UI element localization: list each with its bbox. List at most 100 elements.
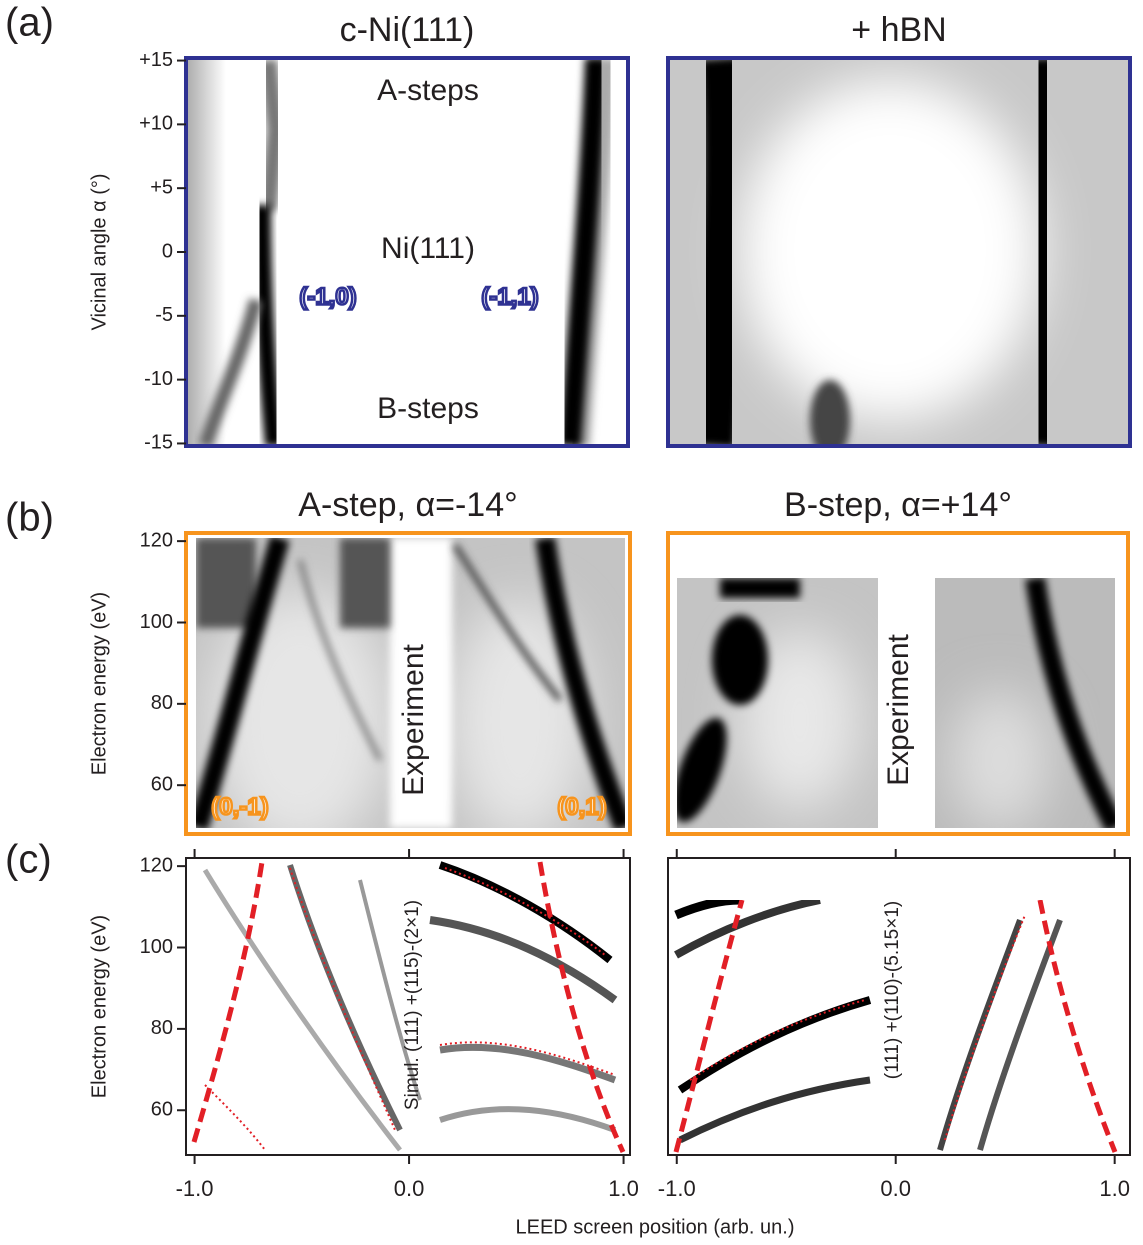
panel-title: A-step, α=-14° xyxy=(298,486,517,524)
annotation: A-steps xyxy=(377,74,479,107)
x-tick-label: -1.0 xyxy=(658,1176,696,1201)
annotation: Simul. (111) +(115)-(2×1) xyxy=(402,900,423,1110)
leed-map xyxy=(677,578,1115,828)
simulation-map-part xyxy=(677,996,872,1094)
y-axis-label: Vicinal angle α (°) xyxy=(88,173,110,330)
simulation-map-part xyxy=(439,1041,616,1076)
y-tick-label: 80 xyxy=(151,692,173,714)
simulation-map-part xyxy=(191,861,265,1143)
x-tick-label: -1.0 xyxy=(176,1176,214,1201)
panel-frame xyxy=(184,531,632,836)
leed-map-part xyxy=(340,538,390,628)
y-tick-label: -15 xyxy=(144,432,173,454)
annotation: (111) +(110)-(5.15×1) xyxy=(882,901,903,1079)
y-tick-label: -5 xyxy=(155,304,173,326)
leed-map-part xyxy=(740,630,860,810)
simulation-map-part xyxy=(674,900,821,959)
simulation-map-part xyxy=(204,1084,266,1151)
leed-map xyxy=(668,58,1130,446)
simulation-map-part xyxy=(678,1076,871,1144)
annotation: (-1,0) xyxy=(299,283,356,310)
leed-map-part xyxy=(810,380,850,446)
simulation-map-part xyxy=(439,1043,617,1084)
panel-title: c-Ni(111) xyxy=(340,11,475,49)
leed-map-part xyxy=(1025,578,1115,828)
simulation-map-part xyxy=(1037,900,1118,1153)
leed-map-part xyxy=(720,578,800,598)
simulation-map-part xyxy=(689,999,866,1081)
leed-map-part xyxy=(186,58,226,446)
simulation-map-part xyxy=(202,868,402,1152)
simulation-map-part xyxy=(937,918,1023,1151)
leed-map-part xyxy=(390,538,452,828)
leed-map-part xyxy=(259,58,286,211)
leed-map-part xyxy=(712,615,768,705)
y-tick-label: 0 xyxy=(162,240,173,262)
y-tick-label: +5 xyxy=(150,176,173,198)
x-tick-label: 0.0 xyxy=(394,1176,425,1201)
annotation: Experiment xyxy=(882,633,915,785)
leed-map-part xyxy=(535,538,625,828)
simulation-map-part xyxy=(537,861,626,1154)
y-tick-label: +10 xyxy=(139,113,173,135)
simulation-map-part xyxy=(673,900,745,1153)
annotation: B-steps xyxy=(377,392,479,425)
annotation: (0,-1) xyxy=(211,793,268,820)
y-tick-label: 100 xyxy=(140,611,173,633)
panel-frame xyxy=(185,857,631,1156)
panel-frame xyxy=(667,857,1131,1156)
simulation-map-part xyxy=(444,867,606,956)
leed-map-part xyxy=(452,543,563,702)
x-tick-label: 1.0 xyxy=(1099,1176,1130,1201)
annotation: Ni(111) xyxy=(381,232,475,265)
leed-map xyxy=(186,58,628,446)
x-tick-label: 0.0 xyxy=(880,1176,911,1201)
panel-label: (a) xyxy=(5,1,54,45)
leed-map-part xyxy=(935,578,1115,828)
simulation-map-part xyxy=(358,879,422,1101)
simulation-map-part xyxy=(186,858,630,1155)
panel-frame xyxy=(666,56,1132,448)
y-tick-label: 120 xyxy=(140,854,173,876)
leed-map-part xyxy=(196,538,256,628)
simulation-map-part xyxy=(674,900,741,920)
leed-map-part xyxy=(196,538,290,828)
panel-frame xyxy=(666,531,1130,836)
leed-map-part xyxy=(950,690,1050,828)
y-tick-label: 80 xyxy=(151,1017,173,1039)
leed-map xyxy=(196,538,625,828)
simulation-map xyxy=(668,900,1130,1155)
simulation-map-part xyxy=(439,1106,617,1133)
leed-map-part xyxy=(253,204,283,446)
panel-label: (b) xyxy=(5,496,54,540)
y-tick-label: 120 xyxy=(140,529,173,551)
leed-map-part xyxy=(1017,58,1069,446)
leed-map-part xyxy=(198,298,263,446)
panel-title: B-step, α=+14° xyxy=(784,486,1012,524)
leed-map-part xyxy=(450,600,590,828)
leed-map-part xyxy=(559,58,607,446)
leed-map-part xyxy=(677,578,878,828)
y-tick-label: 60 xyxy=(151,773,173,795)
y-tick-label: -10 xyxy=(144,368,173,390)
x-tick-label: 1.0 xyxy=(608,1176,639,1201)
y-axis-label: Electron energy (eV) xyxy=(88,915,110,1098)
y-tick-label: +15 xyxy=(139,49,173,71)
leed-map-part xyxy=(740,80,1040,420)
leed-map-part xyxy=(677,717,727,823)
annotation: Experiment xyxy=(397,643,430,795)
annotation: (0,1) xyxy=(557,793,606,820)
x-axis-label: LEED screen position (arb. un.) xyxy=(515,1216,794,1238)
annotation: (-1,1) xyxy=(481,283,538,310)
panel-title: + hBN xyxy=(851,11,946,49)
simulation-map-part xyxy=(944,914,1026,1141)
panel-label: (c) xyxy=(5,838,52,882)
simulation-map xyxy=(186,858,630,1155)
y-tick-label: 100 xyxy=(140,936,173,958)
leed-map-part xyxy=(297,559,383,762)
y-axis-label: Electron energy (eV) xyxy=(88,592,110,775)
y-tick-label: 60 xyxy=(151,1099,173,1121)
simulation-map-part xyxy=(429,916,618,1004)
leed-map-part xyxy=(685,58,754,446)
